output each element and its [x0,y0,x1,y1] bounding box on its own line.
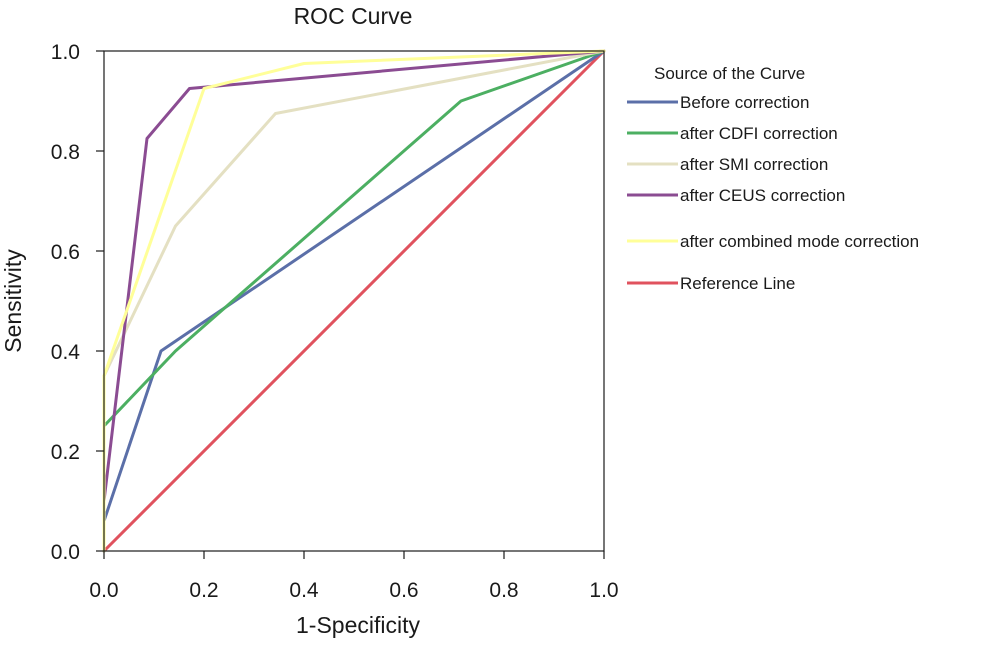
legend-label: after SMI correction [680,155,828,174]
y-tick-label: 0.2 [51,441,80,464]
chart-title: ROC Curve [294,3,413,29]
x-axis-title: 1-Specificity [296,612,420,638]
legend-label: Reference Line [680,274,795,293]
legend-label: Before correction [680,93,809,112]
series-layer [102,49,606,553]
legend-label: after combined mode correction [680,232,919,251]
x-tick-label: 0.8 [489,579,518,602]
x-tick-label: 0.6 [389,579,418,602]
x-tick-label: 1.0 [589,579,618,602]
tick-layer: 0.0 0.2 0.4 0.6 0.8 1.0 0.0 0.2 0.4 0.6 0.8 1.0 [51,41,619,602]
x-tick-label: 0.4 [289,579,319,602]
legend: Source of the Curve Before correction aft… [627,64,919,293]
y-tick-label: 0.0 [51,541,80,564]
series-line-5 [102,49,606,553]
y-tick-label: 0.6 [51,241,80,264]
x-tick-label: 0.2 [189,579,218,602]
legend-title: Source of the Curve [654,64,805,83]
legend-label: after CDFI correction [680,124,838,143]
y-axis-title: Sensitivity [0,249,26,353]
plot-frame [103,50,605,552]
y-tick-label: 0.4 [51,341,81,364]
x-tick-label: 0.0 [89,579,118,602]
legend-label: after CEUS correction [680,186,845,205]
y-tick-label: 1.0 [51,41,80,64]
y-tick-label: 0.8 [51,141,80,164]
